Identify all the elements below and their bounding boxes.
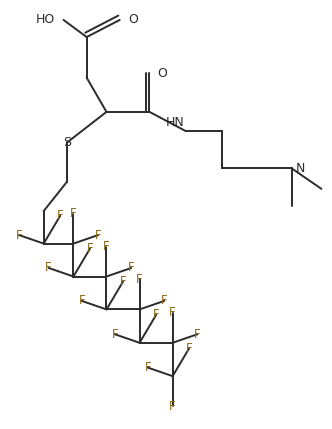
Text: F: F xyxy=(120,275,126,288)
Text: N: N xyxy=(295,162,305,175)
Text: F: F xyxy=(169,399,176,413)
Text: F: F xyxy=(186,342,193,355)
Text: S: S xyxy=(63,136,71,149)
Text: F: F xyxy=(95,229,102,242)
Text: F: F xyxy=(136,273,143,286)
Text: F: F xyxy=(87,242,93,255)
Text: F: F xyxy=(194,328,201,341)
Text: F: F xyxy=(45,261,52,275)
Text: F: F xyxy=(103,240,110,253)
Text: F: F xyxy=(57,209,63,222)
Text: HO: HO xyxy=(36,13,55,27)
Text: F: F xyxy=(169,306,176,319)
Text: F: F xyxy=(153,308,159,321)
Text: F: F xyxy=(161,294,168,307)
Text: F: F xyxy=(70,207,77,220)
Text: O: O xyxy=(158,67,168,80)
Text: F: F xyxy=(128,261,134,275)
Text: F: F xyxy=(112,328,118,341)
Text: F: F xyxy=(78,294,85,307)
Text: HN: HN xyxy=(165,116,184,129)
Text: F: F xyxy=(144,361,151,374)
Text: F: F xyxy=(16,229,22,242)
Text: O: O xyxy=(128,13,138,27)
